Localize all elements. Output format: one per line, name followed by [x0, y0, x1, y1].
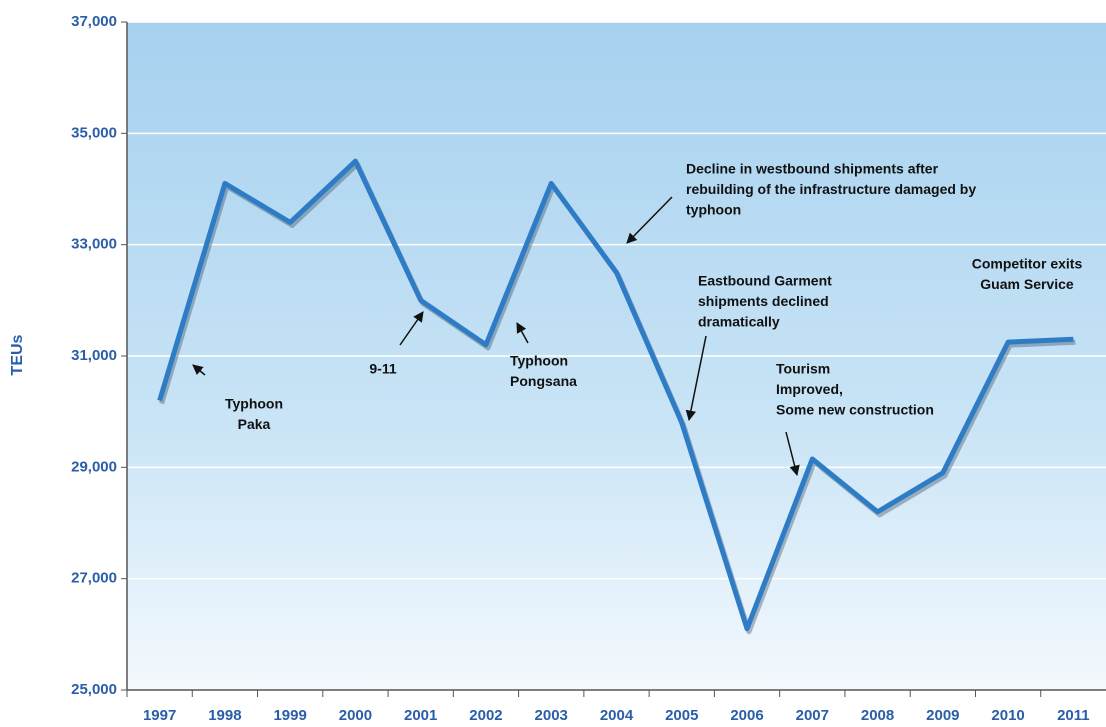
- x-tick-label: 2007: [796, 707, 829, 724]
- annotation: Improved,: [776, 381, 843, 397]
- annotation: Some new construction: [776, 402, 934, 418]
- x-tick-label: 2006: [730, 707, 763, 724]
- arrow: [685, 335, 707, 422]
- annotation: Competitor exits: [972, 256, 1083, 272]
- x-tick-label: 2001: [404, 707, 437, 724]
- annotation: Eastbound Garment: [698, 273, 832, 289]
- annotation: Pongsana: [510, 373, 577, 389]
- arrow: [192, 364, 206, 376]
- annotation: Typhoon: [225, 396, 283, 412]
- y-axis-label: TEUs: [9, 334, 26, 375]
- x-tick-label: 2010: [991, 707, 1024, 724]
- x-tick-label: 2011: [1057, 707, 1090, 724]
- x-tick-label: 2004: [600, 707, 634, 724]
- annotation: Typhoon: [510, 353, 568, 369]
- y-tick-label: 33,000: [71, 236, 117, 253]
- arrow: [399, 311, 424, 346]
- annotation: Decline in westbound shipments after: [686, 161, 939, 177]
- annotation: typhoon: [686, 202, 741, 218]
- annotation: Tourism: [776, 361, 830, 377]
- y-tick-label: 25,000: [71, 681, 117, 698]
- x-tick-label: 2003: [535, 707, 568, 724]
- arrows: [192, 196, 800, 477]
- annotation: shipments declined: [698, 293, 829, 309]
- x-tick-label: 2000: [339, 707, 372, 724]
- x-tick-label: 1999: [273, 707, 306, 724]
- arrow: [626, 196, 673, 244]
- y-tick-label: 31,000: [71, 347, 117, 364]
- annotation: Paka: [238, 416, 271, 432]
- annotation: dramatically: [698, 314, 780, 330]
- annotation: Guam Service: [980, 276, 1074, 292]
- x-tick-label: 1998: [208, 707, 241, 724]
- annotation: rebuilding of the infrastructure damaged…: [686, 181, 976, 197]
- x-tick-label: 2005: [665, 707, 698, 724]
- y-tick-label: 37,000: [71, 13, 117, 30]
- arrow: [516, 322, 529, 344]
- y-tick-label: 29,000: [71, 458, 117, 475]
- y-tick-label: 35,000: [71, 124, 117, 141]
- x-tick-label: 2009: [926, 707, 959, 724]
- x-tick-label: 2002: [469, 707, 502, 724]
- annotation: 9-11: [369, 361, 396, 377]
- x-tick-label: 2008: [861, 707, 894, 724]
- arrow: [785, 431, 800, 477]
- line: [157, 158, 1074, 632]
- y-tick-label: 27,000: [71, 570, 117, 587]
- x-tick-label: 1997: [143, 707, 176, 724]
